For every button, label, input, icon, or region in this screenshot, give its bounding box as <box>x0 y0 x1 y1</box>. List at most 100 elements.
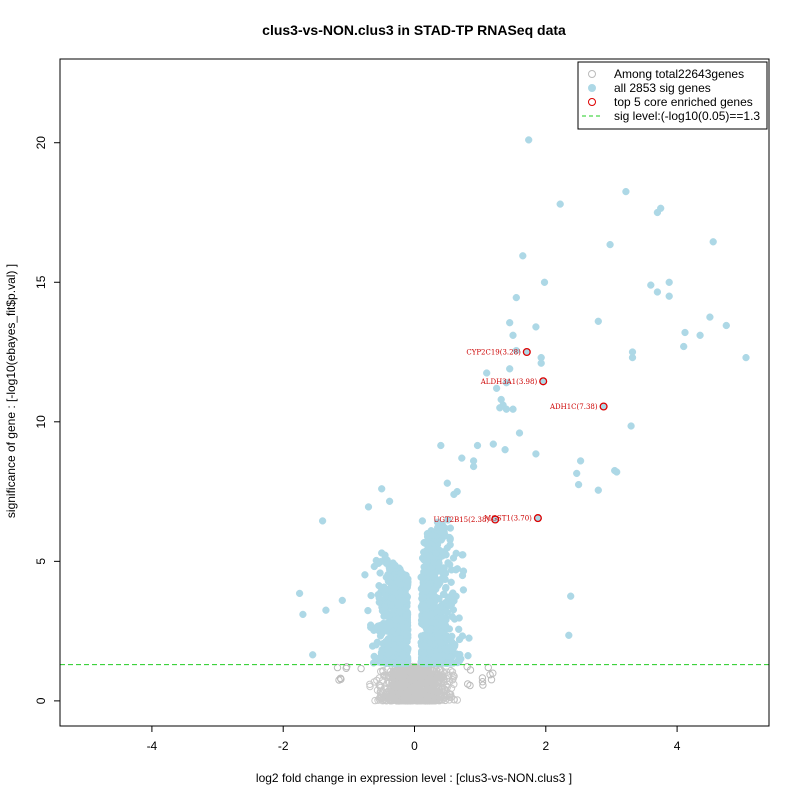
sig-point <box>681 328 689 337</box>
top-gene-label: ALDH3A1(3.98) <box>480 378 538 386</box>
background-point <box>399 677 408 685</box>
sig-point <box>455 625 463 633</box>
sig-point <box>627 422 635 430</box>
background-point <box>405 695 413 703</box>
sig-point <box>459 551 467 559</box>
sig-point <box>447 578 455 586</box>
sig-point <box>445 601 453 610</box>
background-point <box>439 688 447 696</box>
background-point <box>392 666 400 674</box>
background-point <box>379 667 387 676</box>
background-point <box>413 665 421 674</box>
sig-point <box>322 606 330 614</box>
sig-point <box>364 606 372 615</box>
sig-point <box>392 644 400 652</box>
sig-point <box>370 652 378 661</box>
sig-point <box>367 591 375 600</box>
sig-point <box>295 589 304 598</box>
sig-point <box>386 566 394 574</box>
sig-point <box>532 323 540 331</box>
sig-point <box>390 584 399 593</box>
sig-point <box>611 466 619 475</box>
legend: Among total22643genes all 2853 sig genes… <box>577 61 768 130</box>
background-point <box>412 695 421 703</box>
sig-point <box>449 644 457 653</box>
background-point <box>479 681 487 689</box>
sig-point <box>455 635 464 644</box>
sig-point <box>391 561 399 569</box>
sig-point <box>386 578 394 586</box>
sig-point <box>458 454 466 462</box>
sig-point <box>441 531 449 540</box>
y-tick-label: 15 <box>34 275 48 289</box>
background-point <box>390 687 398 695</box>
background-point <box>439 692 447 700</box>
sig-point <box>338 596 346 605</box>
plot-frame <box>59 58 770 727</box>
sig-point <box>375 582 383 590</box>
sig-point <box>431 619 439 627</box>
background-point <box>342 664 350 672</box>
sig-point <box>622 187 630 196</box>
sig-point <box>556 200 564 208</box>
legend-marker-all-genes <box>588 70 596 78</box>
sig-point <box>425 657 433 665</box>
background-point <box>428 696 437 704</box>
background-point <box>366 682 374 691</box>
top-gene-label: UGT2B15(2.38) <box>433 516 489 524</box>
y-tick-label: 10 <box>34 415 48 429</box>
sig-point <box>445 625 454 633</box>
y-axis: 0 5 10 15 20 <box>34 136 60 704</box>
sig-point <box>376 569 384 577</box>
sig-point <box>437 441 445 450</box>
sig-point <box>653 288 662 296</box>
x-tick-label: 2 <box>542 739 549 753</box>
sig-point <box>420 641 429 649</box>
background-point <box>335 676 343 684</box>
y-tick-label: 0 <box>34 697 48 704</box>
sig-point <box>647 281 655 289</box>
sig-point <box>392 616 401 624</box>
sig-point <box>384 635 392 643</box>
sig-point <box>386 619 394 627</box>
sig-point <box>383 611 392 619</box>
legend-label-top-genes: top 5 core enriched genes <box>614 95 753 109</box>
sig-point <box>653 208 662 217</box>
sig-point <box>512 293 520 302</box>
background-point <box>484 663 492 672</box>
sig-point <box>364 503 373 511</box>
sig-point <box>399 641 407 649</box>
sig-point <box>509 405 517 413</box>
background-point <box>425 679 434 687</box>
sig-point <box>459 586 468 594</box>
sig-point <box>469 462 478 471</box>
sig-point <box>423 617 431 626</box>
sig-point <box>459 567 468 575</box>
sig-point <box>420 649 428 657</box>
legend-label-sig-level: sig level:(-log10(0.05)==1.3 <box>614 109 760 123</box>
background-point <box>387 690 396 698</box>
legend-box <box>577 61 768 130</box>
sig-point <box>433 518 442 526</box>
sig-point <box>361 571 369 579</box>
sig-point <box>537 353 545 362</box>
sig-point <box>390 659 399 667</box>
x-axis: -4 -2 0 2 4 <box>147 726 681 753</box>
sig-point <box>465 634 473 642</box>
sig-point <box>665 292 673 300</box>
chart-title: clus3-vs-NON.clus3 in STAD-TP RNASeq dat… <box>262 22 566 38</box>
background-point <box>403 676 412 685</box>
sig-point <box>369 659 378 667</box>
sig-point <box>442 583 450 592</box>
sig-point <box>444 516 452 524</box>
sig-point <box>594 486 602 494</box>
sig-point <box>435 559 443 567</box>
sig-point <box>318 517 327 525</box>
sig-point <box>532 450 540 458</box>
sig-point <box>709 238 717 246</box>
background-point <box>397 696 405 705</box>
top-gene-label: ADH1C(7.38) <box>549 403 598 411</box>
sig-point <box>439 590 448 598</box>
background-point <box>402 683 410 692</box>
sig-point <box>376 624 385 632</box>
